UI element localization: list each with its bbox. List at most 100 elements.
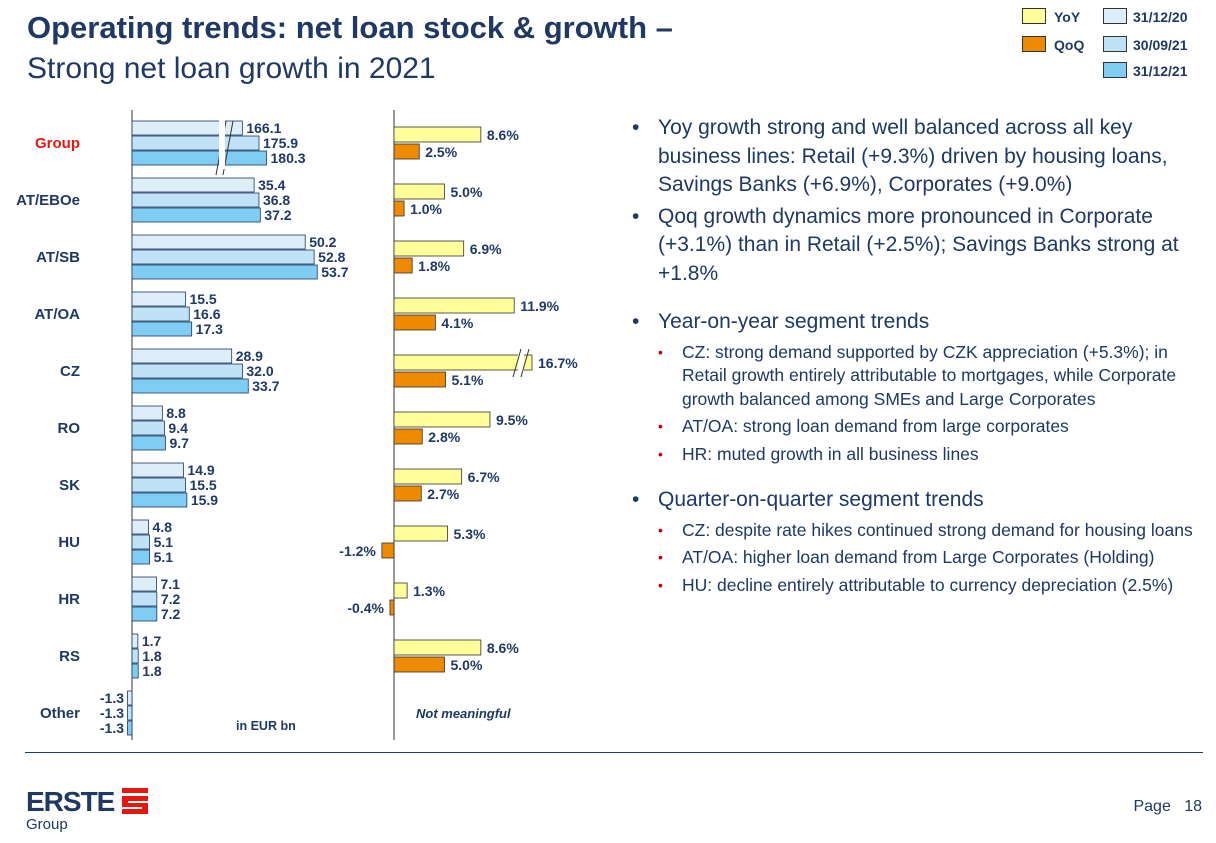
value-label: 9.7	[169, 435, 189, 451]
axis-break-mark	[520, 348, 530, 378]
bar-31-12-21	[131, 492, 188, 508]
bar-31-12-20	[131, 405, 163, 421]
bar-31-12-20	[131, 348, 233, 364]
commentary-bullets: Yoy growth strong and well balanced acro…	[632, 114, 1202, 597]
legend-label-d2: 30/09/21	[1133, 37, 1188, 53]
bar-31-12-20	[131, 234, 306, 250]
bar-30-09-21	[131, 648, 139, 664]
axis-break-gap	[518, 352, 524, 373]
bar-qoq	[381, 542, 395, 559]
value-label: 9.4	[168, 420, 188, 436]
loan-charts: Group166.1175.9180.38.6%2.5%AT/EBOe35.43…	[16, 110, 578, 740]
category-label: HR	[58, 591, 80, 608]
bar-yoy	[393, 126, 482, 143]
bar-qoq	[393, 428, 423, 445]
axis-break-gap	[219, 119, 225, 169]
category-label: RS	[59, 648, 80, 665]
bar-31-12-20	[131, 120, 243, 136]
legend-label-yoy: YoY	[1054, 9, 1081, 25]
value-label: 52.8	[318, 249, 345, 265]
value-label: 4.8	[153, 519, 173, 535]
value-label: 5.0%	[451, 184, 483, 200]
value-label: 33.7	[252, 378, 279, 394]
bar-31-12-20	[131, 177, 255, 193]
value-label: 1.8	[142, 648, 162, 664]
value-label: 37.2	[264, 207, 291, 223]
bar-30-09-21	[131, 534, 150, 550]
page-value: 18	[1184, 798, 1202, 815]
value-label: 15.9	[191, 492, 218, 508]
bar-qoq	[393, 371, 446, 388]
unit-label: in EUR bn	[236, 719, 296, 733]
value-label: 5.1%	[452, 372, 484, 388]
bar-yoy	[393, 525, 448, 542]
value-label: 7.2	[161, 591, 181, 607]
value-label: 1.8%	[418, 258, 450, 274]
erste-logo: ERSTE Group	[26, 786, 148, 833]
legend-swatch-yoy	[1022, 8, 1046, 24]
value-label: 9.5%	[496, 412, 528, 428]
logo-subtext: Group	[26, 816, 68, 833]
bullet-item: Yoy growth strong and well balanced acro…	[632, 114, 1202, 200]
value-label: 11.9%	[520, 298, 559, 314]
page-title: Operating trends: net loan stock & growt…	[27, 10, 673, 45]
bar-qoq	[393, 656, 445, 673]
value-label: 2.8%	[428, 429, 460, 445]
value-label: -1.3	[100, 720, 124, 736]
value-label: 1.3%	[413, 583, 445, 599]
bar-qoq	[393, 485, 422, 502]
bar-30-09-21	[131, 591, 158, 607]
bar-yoy	[393, 354, 533, 371]
bar-31-12-20	[131, 462, 184, 478]
bar-31-12-20	[127, 690, 133, 706]
bar-30-09-21	[131, 135, 260, 151]
value-label: 50.2	[309, 234, 336, 250]
bar-30-09-21	[131, 306, 190, 322]
value-label: 175.9	[263, 135, 298, 151]
legend-swatch-d2	[1103, 36, 1127, 52]
value-label: 16.6	[193, 306, 220, 322]
bar-30-09-21	[131, 363, 243, 379]
value-label: 5.3%	[454, 526, 486, 542]
value-label: 5.0%	[451, 657, 483, 673]
value-label: -1.3	[100, 705, 124, 721]
legend-swatch-qoq	[1022, 36, 1046, 52]
bar-31-12-21	[131, 264, 318, 280]
sub-bullet-item: CZ: despite rate hikes continued strong …	[632, 519, 1202, 543]
category-label: AT/OA	[34, 306, 80, 323]
bar-yoy	[393, 411, 491, 428]
value-label: 15.5	[189, 291, 216, 307]
bullet-item: Year-on-year segment trends	[632, 308, 1202, 337]
value-label: 15.5	[189, 477, 216, 493]
category-label: Group	[35, 135, 80, 152]
category-label: AT/SB	[36, 249, 80, 266]
erste-s-icon	[122, 788, 148, 814]
category-label: RO	[58, 420, 81, 437]
category-label: SK	[59, 477, 80, 494]
bar-yoy	[393, 297, 515, 314]
sub-bullet-item: CZ: strong demand supported by CZK appre…	[632, 341, 1202, 412]
value-label: 32.0	[246, 363, 273, 379]
legend-swatch-d3	[1103, 62, 1127, 78]
bar-31-12-21	[131, 321, 193, 337]
value-label: 5.1	[154, 549, 174, 565]
value-label: 1.7	[142, 633, 162, 649]
bar-yoy	[393, 582, 408, 599]
value-label: -1.2%	[339, 543, 376, 559]
bar-31-12-21	[131, 435, 166, 451]
page-subtitle: Strong net loan growth in 2021	[27, 52, 436, 85]
page-label: Page	[1133, 798, 1171, 815]
value-label: 17.3	[196, 321, 223, 337]
value-label: 35.4	[258, 177, 285, 193]
category-label: AT/EBOe	[16, 192, 80, 209]
bar-31-12-21	[131, 378, 249, 394]
legend-swatch-d1	[1103, 8, 1127, 24]
value-label: 8.6%	[487, 127, 519, 143]
bar-yoy	[393, 183, 445, 200]
value-label: 14.9	[187, 462, 214, 478]
footer-divider	[25, 752, 1203, 753]
bar-31-12-21	[131, 663, 139, 679]
bar-yoy	[393, 468, 463, 485]
bar-qoq	[389, 599, 395, 616]
bar-qoq	[393, 200, 405, 217]
